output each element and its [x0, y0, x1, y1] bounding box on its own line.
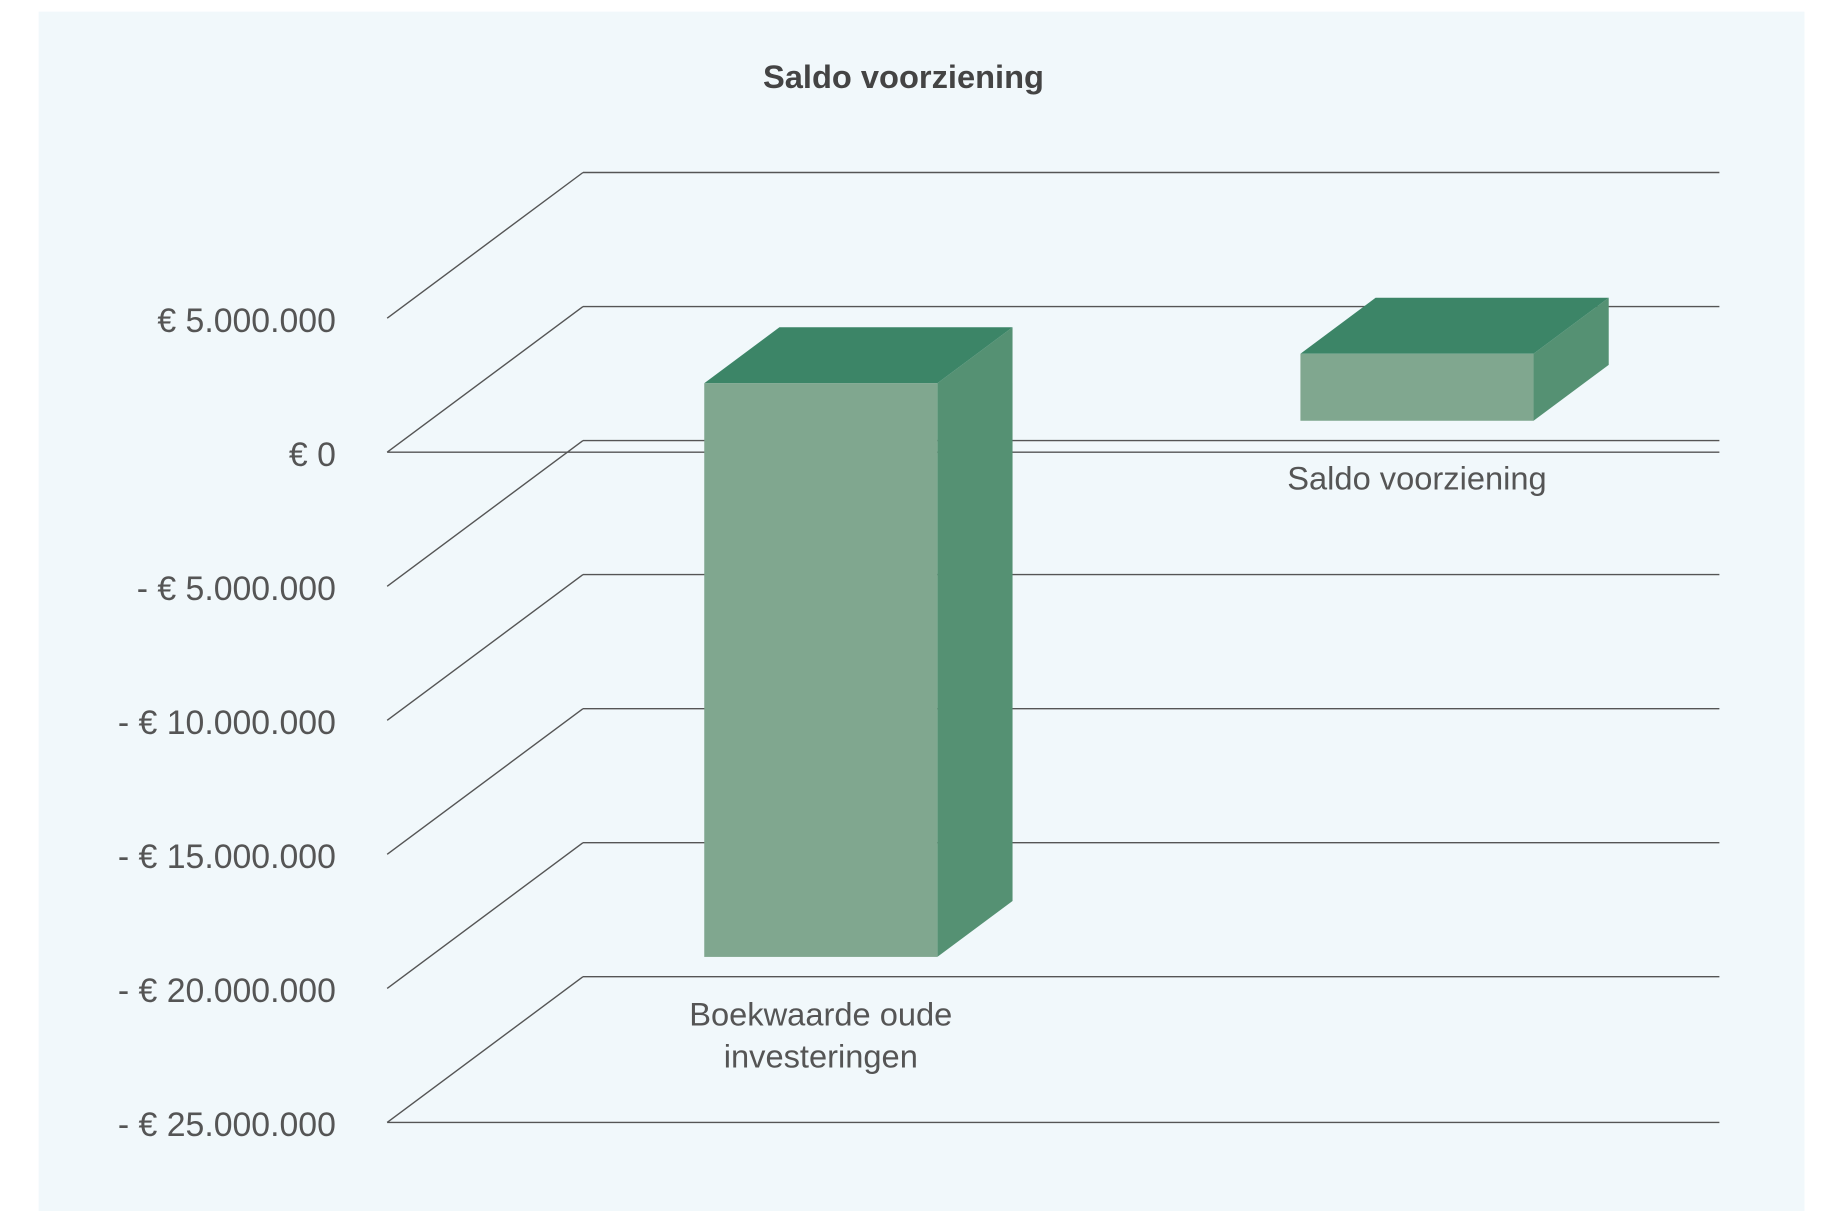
bar-side [937, 327, 1013, 957]
y-tick-label: - € 10.000.000 [118, 704, 336, 742]
side-grid-line [386, 842, 584, 989]
x-label-box: Saldo voorziening [1287, 460, 1547, 497]
y-tick-label: - € 25.000.000 [118, 1106, 336, 1144]
y-tick-label: - € 5.000.000 [137, 570, 336, 608]
side-grid-line [386, 574, 584, 721]
x-tick-label: Saldo voorziening [1287, 460, 1547, 497]
side-grid-line [386, 976, 584, 1123]
y-tick-label: € 0 [289, 436, 336, 474]
side-grid-line [386, 305, 584, 453]
bar [704, 383, 938, 957]
chart-title: Saldo voorziening [763, 58, 1044, 95]
y-tick-label: - € 15.000.000 [118, 838, 336, 876]
y-tick-label: - € 20.000.000 [118, 972, 336, 1010]
bar-top [1300, 297, 1609, 354]
side-grid-line [386, 708, 584, 855]
y-tick-label: € 5.000.000 [157, 302, 336, 340]
bar-top [704, 327, 1013, 384]
bar-side [1533, 297, 1609, 421]
x-label-box: Boekwaarde oude investeringen [689, 996, 953, 1075]
side-grid-line [386, 171, 584, 319]
x-tick-label: Boekwaarde oude investeringen [689, 996, 953, 1075]
bar [1300, 353, 1534, 421]
side-grid-line [386, 440, 584, 587]
